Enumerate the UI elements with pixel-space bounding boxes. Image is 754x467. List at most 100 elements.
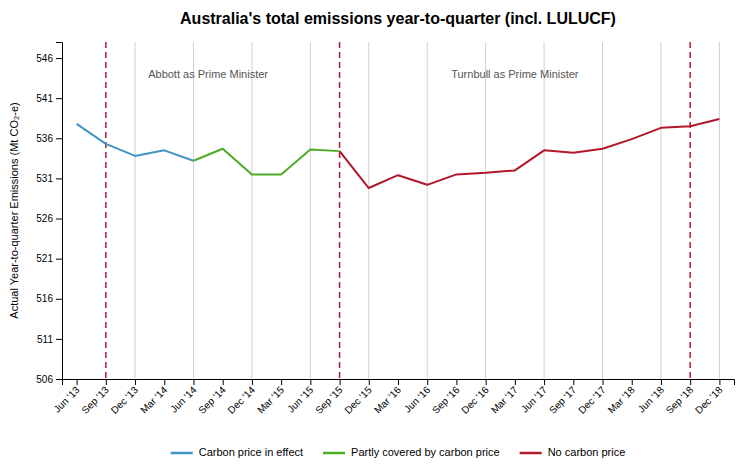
dashed-vline: [689, 42, 691, 379]
y-tick: 531: [36, 173, 62, 184]
x-tick-label: Mar '16: [372, 384, 403, 415]
x-tick-mark: [106, 379, 107, 385]
solid-vline: [485, 42, 486, 379]
solid-vline: [368, 42, 369, 379]
x-tick: Dec '14: [225, 379, 257, 416]
x-tick: Jun '17: [519, 379, 550, 415]
dashed-vline: [105, 42, 107, 379]
solid-vline: [193, 42, 194, 379]
x-tick-mark: [340, 379, 341, 385]
x-tick-label: Sep '16: [430, 384, 462, 416]
x-tick: Dec '16: [459, 379, 491, 416]
x-tick-mark: [690, 379, 691, 385]
y-tick-label: 531: [36, 173, 53, 184]
y-tick-label: 526: [36, 213, 53, 224]
legend-swatch: [171, 452, 193, 455]
y-axis: 506511516521526531536541546: [36, 43, 62, 385]
x-tick: Sep '14: [196, 379, 228, 416]
legend-item: No carbon price: [520, 446, 626, 458]
x-tick: Mar '16: [372, 379, 403, 415]
x-tick-label: Sep '15: [313, 384, 345, 416]
x-tick-label: Mar '14: [138, 384, 169, 415]
x-tick-mark: [164, 379, 165, 385]
y-tick: 541: [36, 93, 62, 104]
x-tick-label: Mar '18: [606, 384, 637, 415]
x-tick-label: Sep '18: [664, 384, 696, 416]
y-tick-label: 506: [36, 374, 53, 385]
x-tick: Jun '15: [285, 379, 316, 415]
x-tick-mark: [223, 379, 224, 385]
y-tick: 536: [36, 133, 62, 144]
x-tick: Mar '14: [138, 379, 169, 415]
y-tick-mark: [56, 219, 62, 220]
x-tick: Mar '17: [489, 379, 520, 415]
x-tick-label: Jun '18: [636, 384, 667, 415]
x-tick: Jun '16: [402, 379, 433, 415]
y-axis-title: Actual Year-to-quarter Emissions (Mt CO₂…: [8, 102, 20, 318]
legend-swatch: [323, 452, 345, 455]
plot: 506511516521526531536541546Jun '13Sep '1…: [8, 42, 735, 416]
x-tick-mark: [661, 379, 662, 385]
x-tick-label: Dec '13: [109, 384, 141, 416]
x-tick-label: Jun '15: [285, 384, 316, 415]
x-tick: Jun '13: [51, 379, 82, 415]
x-tick-label: Mar '15: [255, 384, 286, 415]
x-tick-mark: [135, 379, 136, 385]
x-tick: Mar '18: [606, 379, 637, 415]
solid-vline: [310, 42, 311, 379]
y-tick-mark: [56, 138, 62, 139]
x-tick-mark: [486, 379, 487, 385]
x-tick-mark: [193, 379, 194, 385]
y-tick: 506: [36, 374, 62, 385]
legend-item: Carbon price in effect: [171, 446, 303, 458]
marks: [77, 42, 720, 379]
y-tick: 521: [36, 253, 62, 264]
y-tick-mark: [56, 178, 62, 179]
x-tick-mark: [281, 379, 282, 385]
x-tick: Mar '15: [255, 379, 286, 415]
legend-label: Partly covered by carbon price: [351, 446, 500, 458]
x-tick: Sep '16: [430, 379, 462, 416]
y-tick: 526: [36, 213, 62, 224]
x-tick-label: Dec '17: [576, 384, 608, 416]
x-tick: Jun '18: [636, 379, 667, 415]
x-tick-label: Jun '13: [51, 384, 82, 415]
y-tick-mark: [56, 299, 62, 300]
solid-vline: [135, 42, 136, 379]
x-tick-mark: [77, 379, 78, 385]
y-tick: 511: [37, 334, 62, 345]
x-tick-label: Sep '13: [79, 384, 111, 416]
x-tick-mark: [573, 379, 574, 385]
x-tick-mark: [310, 379, 311, 385]
x-tick-label: Dec '18: [693, 384, 725, 416]
x-tick-mark: [456, 379, 457, 385]
title: Australia's total emissions year-to-quar…: [180, 10, 616, 27]
x-tick-label: Jun '17: [519, 384, 550, 415]
x-axis-line: [63, 380, 735, 386]
x-tick: Sep '13: [79, 379, 111, 416]
x-tick-mark: [632, 379, 633, 385]
dashed-vline: [339, 42, 341, 379]
x-tick-mark: [252, 379, 253, 385]
x-tick: Sep '18: [664, 379, 696, 416]
y-tick-label: 546: [36, 53, 53, 64]
legend: Carbon price in effect Partly covered by …: [171, 446, 626, 458]
solid-vline: [544, 42, 545, 379]
legend-label: Carbon price in effect: [199, 446, 303, 458]
x-tick-label: Jun '16: [402, 384, 433, 415]
solid-vline: [719, 42, 720, 379]
series-line: [77, 124, 194, 161]
x-tick-label: Mar '17: [489, 384, 520, 415]
x-tick-label: Dec '16: [459, 384, 491, 416]
x-tick-mark: [544, 379, 545, 385]
solid-vline: [427, 42, 428, 379]
x-tick-mark: [719, 379, 720, 385]
legend-label: No carbon price: [548, 446, 626, 458]
y-axis-line: [56, 43, 63, 380]
series-line: [193, 149, 339, 175]
x-tick-label: Sep '14: [196, 384, 228, 416]
x-tick: Dec '13: [109, 379, 141, 416]
y-tick-mark: [56, 379, 62, 380]
x-tick: Dec '18: [693, 379, 725, 416]
x-tick-mark: [603, 379, 604, 385]
